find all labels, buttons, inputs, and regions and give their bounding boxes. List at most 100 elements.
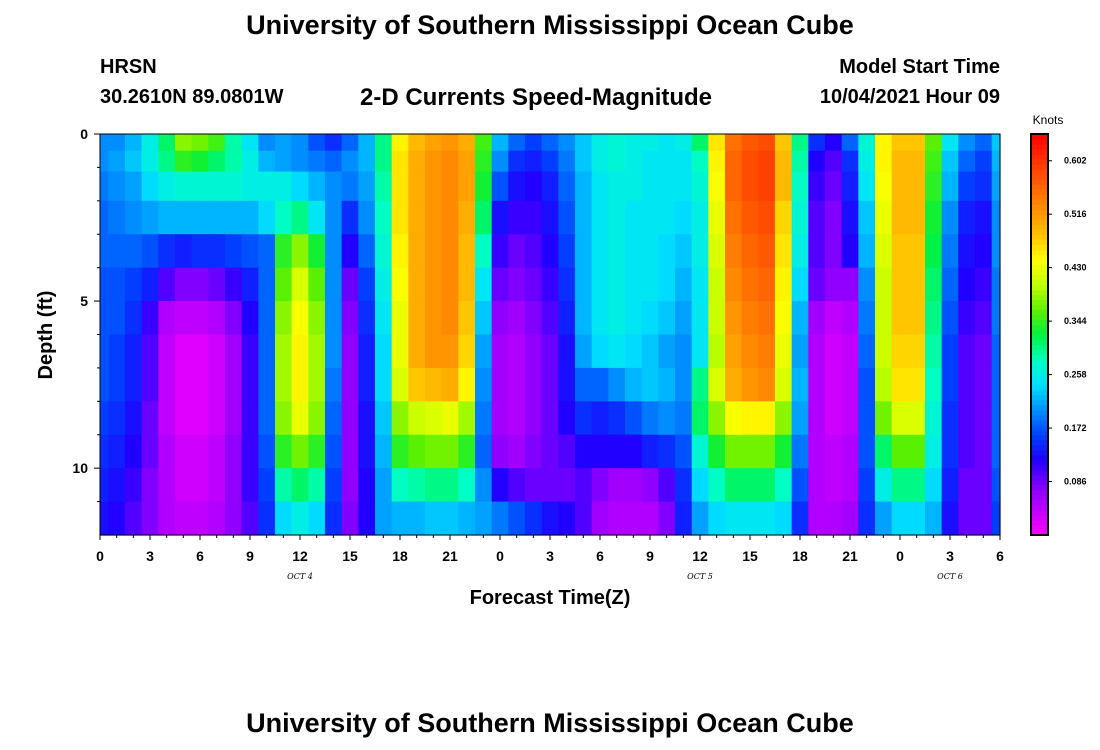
heatmap-cell (825, 334, 843, 369)
heatmap-cell (508, 267, 526, 302)
heatmap-cell (758, 150, 776, 173)
heatmap-cell (325, 267, 343, 302)
heatmap-cell (658, 501, 676, 536)
chart-title: 2-D Currents Speed-Magnitude (360, 84, 713, 111)
x-tick-label: 9 (246, 548, 254, 564)
heatmap-cell (708, 434, 726, 469)
heatmap-cell (108, 501, 126, 536)
heatmap-cell (141, 401, 159, 436)
heatmap-cell (325, 434, 343, 469)
heatmap-cell (991, 367, 1001, 402)
x-tick-label: 0 (96, 548, 104, 564)
heatmap-cell (991, 401, 1001, 436)
heatmap-cell (975, 301, 993, 336)
heatmap-cell (158, 468, 176, 503)
heatmap-cell (841, 501, 859, 536)
heatmap-cell (458, 334, 476, 369)
heatmap-cell (925, 468, 943, 503)
heatmap-cell (225, 301, 243, 336)
heatmap-cell (508, 434, 526, 469)
heatmap-cell (725, 200, 743, 235)
heatmap-cell (708, 234, 726, 269)
heatmap-cell (691, 234, 709, 269)
heatmap-cell (775, 434, 793, 469)
heatmap-cell (358, 401, 376, 436)
heatmap-cell (925, 434, 943, 469)
heatmap-cell (641, 134, 659, 152)
heatmap-cell (641, 367, 659, 402)
heatmap-cell (791, 134, 809, 152)
heatmap-cell (291, 334, 309, 369)
model-start-time: 10/04/2021 Hour 09 (819, 86, 1000, 108)
heatmap-cell (525, 334, 543, 369)
heatmap-cell (675, 200, 693, 235)
heatmap-cell (708, 367, 726, 402)
heatmap-cell (308, 501, 326, 536)
heatmap-cell (558, 401, 576, 436)
heatmap-cell (475, 134, 493, 152)
heatmap-cell (725, 501, 743, 536)
colorbar-segment (1031, 159, 1048, 165)
heatmap-cell (875, 501, 893, 536)
heatmap-cell (491, 334, 509, 369)
colorbar-segment (1031, 319, 1048, 326)
heatmap-cell (791, 501, 809, 536)
colorbar-segment (1031, 144, 1048, 150)
heatmap-cell (208, 434, 226, 469)
heatmap-cell (125, 501, 143, 536)
colorbar-segment (1031, 169, 1048, 175)
heatmap-cell (808, 468, 826, 503)
heatmap-cell (575, 401, 593, 436)
heatmap-cell (241, 150, 259, 173)
heatmap-cell (925, 334, 943, 369)
heatmap-cell (758, 434, 776, 469)
heatmap-cell (608, 267, 626, 302)
heatmap-cell (125, 150, 143, 173)
heatmap-cell (191, 367, 209, 402)
heatmap-cell (858, 234, 876, 269)
heatmap-cell (375, 267, 393, 302)
heatmap-cell (691, 367, 709, 402)
heatmap-cell (341, 200, 359, 235)
colorbar-segment (1031, 314, 1048, 321)
heatmap-cell (325, 234, 343, 269)
heatmap-cell (908, 171, 926, 202)
heatmap-cell (858, 267, 876, 302)
heatmap-cell (308, 200, 326, 235)
heatmap-cell (758, 234, 776, 269)
colorbar-tick-label: 0.086 (1064, 477, 1087, 487)
heatmap-cell (858, 468, 876, 503)
heatmap-cell (425, 367, 443, 402)
heatmap-cell (175, 150, 193, 173)
heatmap-cell (875, 367, 893, 402)
heatmap-cell (908, 200, 926, 235)
heatmap-cell (575, 334, 593, 369)
heatmap-cell (241, 234, 259, 269)
heatmap-cell (875, 234, 893, 269)
heatmap-cell (625, 434, 643, 469)
heatmap-cell (308, 134, 326, 152)
heatmap-cell (991, 267, 1001, 302)
heatmap-cell (241, 134, 259, 152)
heatmap-cell (741, 234, 759, 269)
colorbar-segment (1031, 194, 1048, 200)
heatmap-cell (958, 367, 976, 402)
colorbar-segment (1031, 259, 1048, 265)
heatmap-cell (325, 501, 343, 536)
heatmap-cell (225, 501, 243, 536)
colorbar-segment (1031, 214, 1048, 220)
heatmap-cell (325, 367, 343, 402)
colorbar-segment (1031, 334, 1048, 341)
heatmap-cell (975, 171, 993, 202)
heatmap-cell (941, 171, 959, 202)
heatmap-cell (541, 367, 559, 402)
colorbar-segment (1031, 504, 1048, 511)
heatmap-cell (708, 267, 726, 302)
heatmap-cell (925, 501, 943, 536)
heatmap-cell (108, 434, 126, 469)
heatmap-cell (658, 150, 676, 173)
heatmap-cell (841, 234, 859, 269)
heatmap-cell (441, 367, 459, 402)
heatmap-cell (191, 150, 209, 173)
heatmap-cell (291, 234, 309, 269)
